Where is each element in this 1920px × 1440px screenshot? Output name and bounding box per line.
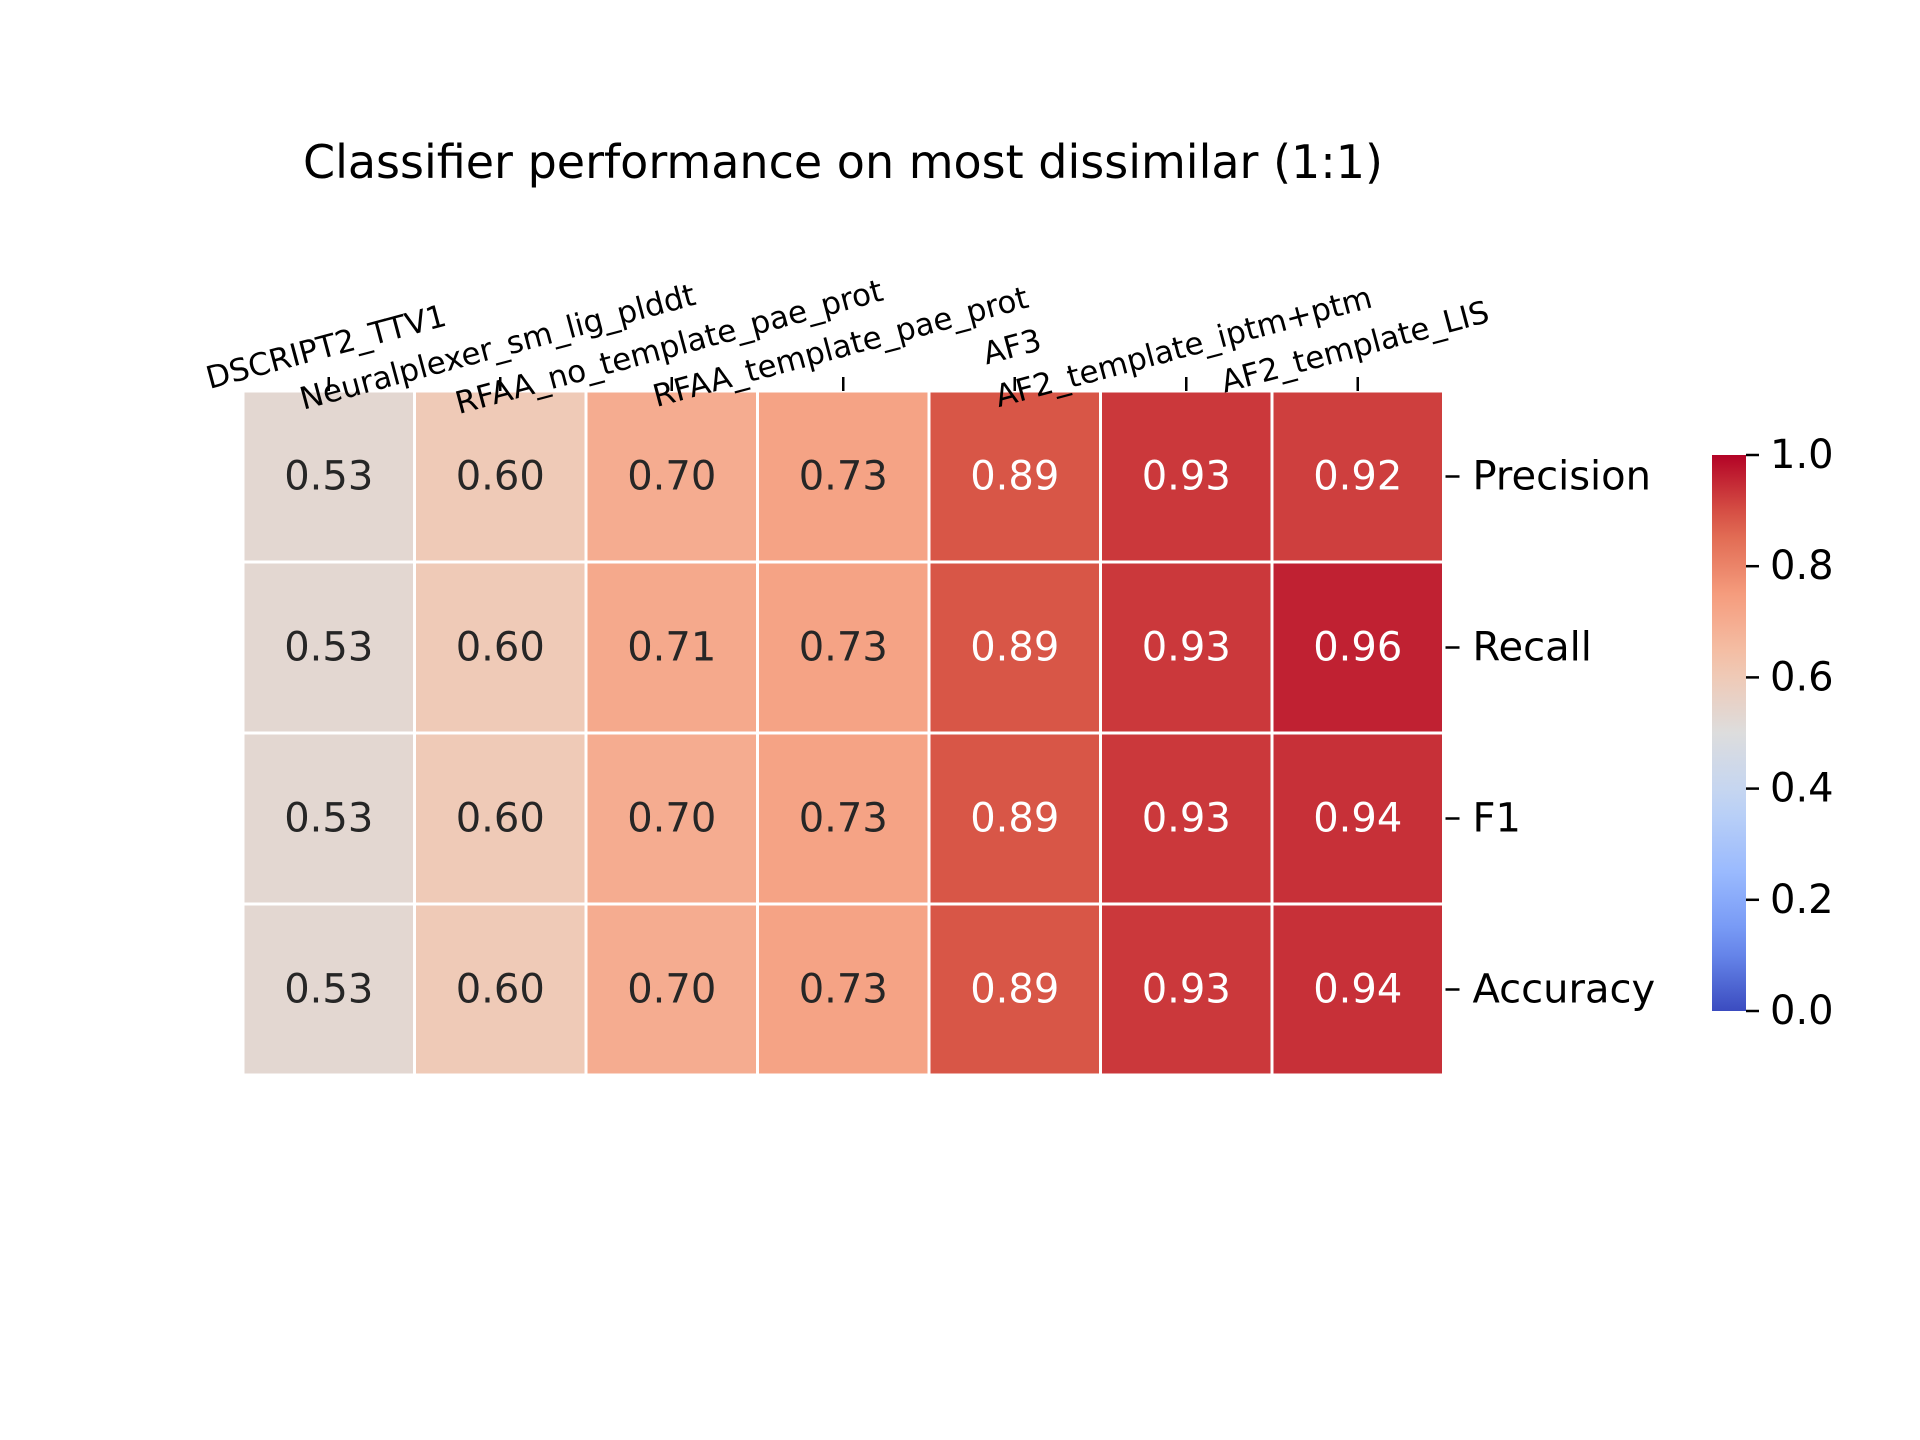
cell-annotations: 0.53 0.60 0.70 0.73 0.89 0.93 0.92 0.53 0.60 0.71… bbox=[284, 454, 1402, 1013]
colorbar: 0.0 0.2 0.4 0.6 0.8 1.0 bbox=[1712, 432, 1834, 1034]
heatmap-cell bbox=[413, 731, 588, 906]
heatmap-cell bbox=[756, 731, 931, 906]
heatmap-cell bbox=[413, 389, 588, 564]
colorbar-tick-label: 0.4 bbox=[1770, 766, 1834, 812]
cell-value-label: 0.94 bbox=[1313, 796, 1402, 842]
colorbar-tick-label: 1.0 bbox=[1770, 432, 1834, 478]
heatmap-cell bbox=[1099, 902, 1274, 1077]
cell-value-label: 0.93 bbox=[1142, 625, 1231, 671]
heatmap-cell bbox=[927, 731, 1102, 906]
chart-title: Classifier performance on most dissimila… bbox=[303, 135, 1383, 189]
colorbar-gradient bbox=[1712, 455, 1746, 1011]
cell-value-label: 0.89 bbox=[970, 625, 1059, 671]
cell-value-label: 0.70 bbox=[627, 967, 716, 1013]
cell-value-label: 0.92 bbox=[1313, 454, 1402, 500]
heatmap-cell bbox=[413, 902, 588, 1077]
colorbar-tick-label: 0.0 bbox=[1770, 988, 1834, 1034]
cell-value-label: 0.60 bbox=[456, 796, 545, 842]
y-tick-label: Precision bbox=[1473, 454, 1651, 500]
cell-value-label: 0.53 bbox=[284, 967, 373, 1013]
heatmap-cells bbox=[241, 389, 1445, 1077]
cell-value-label: 0.60 bbox=[456, 967, 545, 1013]
cell-value-label: 0.94 bbox=[1313, 967, 1402, 1013]
cell-value-label: 0.53 bbox=[284, 625, 373, 671]
heatmap-cell bbox=[584, 560, 759, 735]
cell-value-label: 0.70 bbox=[627, 796, 716, 842]
cell-value-label: 0.60 bbox=[456, 454, 545, 500]
cell-value-label: 0.89 bbox=[970, 454, 1059, 500]
cell-value-label: 0.89 bbox=[970, 967, 1059, 1013]
heatmap-cell bbox=[927, 560, 1102, 735]
cell-value-label: 0.73 bbox=[799, 454, 888, 500]
heatmap-cell bbox=[1270, 731, 1445, 906]
y-tick-label: F1 bbox=[1473, 796, 1521, 842]
heatmap-cell bbox=[1099, 731, 1274, 906]
cell-value-label: 0.60 bbox=[456, 625, 545, 671]
heatmap-cell bbox=[241, 389, 416, 564]
cell-value-label: 0.53 bbox=[284, 454, 373, 500]
heatmap-cell bbox=[241, 902, 416, 1077]
heatmap-cell bbox=[1270, 902, 1445, 1077]
y-tick-label: Accuracy bbox=[1473, 967, 1656, 1013]
heatmap-cell bbox=[584, 731, 759, 906]
colorbar-tick-label: 0.8 bbox=[1770, 543, 1834, 589]
cell-value-label: 0.93 bbox=[1142, 796, 1231, 842]
cell-value-label: 0.73 bbox=[799, 796, 888, 842]
cell-value-label: 0.73 bbox=[799, 967, 888, 1013]
cell-value-label: 0.89 bbox=[970, 796, 1059, 842]
cell-value-label: 0.93 bbox=[1142, 454, 1231, 500]
y-tick-label: Recall bbox=[1473, 625, 1592, 671]
x-tick-label: AF3 bbox=[979, 322, 1045, 372]
colorbar-tick-label: 0.6 bbox=[1770, 654, 1834, 700]
cell-value-label: 0.96 bbox=[1313, 625, 1402, 671]
colorbar-tick-label: 0.2 bbox=[1770, 877, 1834, 923]
y-axis-ticks: Precision Recall F1 Accuracy bbox=[1445, 454, 1656, 1013]
cell-value-label: 0.93 bbox=[1142, 967, 1231, 1013]
cell-value-label: 0.71 bbox=[627, 625, 716, 671]
heatmap-cell bbox=[1270, 560, 1445, 735]
heatmap-cell bbox=[241, 560, 416, 735]
heatmap-cell bbox=[756, 902, 931, 1077]
cell-value-label: 0.70 bbox=[627, 454, 716, 500]
cell-value-label: 0.73 bbox=[799, 625, 888, 671]
cell-value-label: 0.53 bbox=[284, 796, 373, 842]
heatmap-cell bbox=[1099, 389, 1274, 564]
